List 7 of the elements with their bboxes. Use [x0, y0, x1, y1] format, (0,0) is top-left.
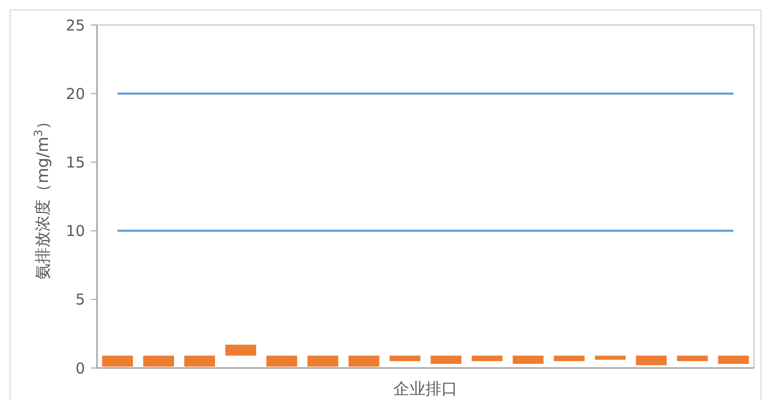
y-tick-label: 15 — [66, 153, 85, 172]
y-tick-label: 20 — [66, 84, 85, 103]
y-tick-label: 5 — [75, 290, 85, 309]
y-tick-label: 0 — [75, 359, 85, 378]
y-tick-label: 10 — [66, 222, 85, 240]
y-tick-label: 25 — [66, 16, 85, 34]
x-axis-title: 企业排口 — [394, 379, 458, 398]
